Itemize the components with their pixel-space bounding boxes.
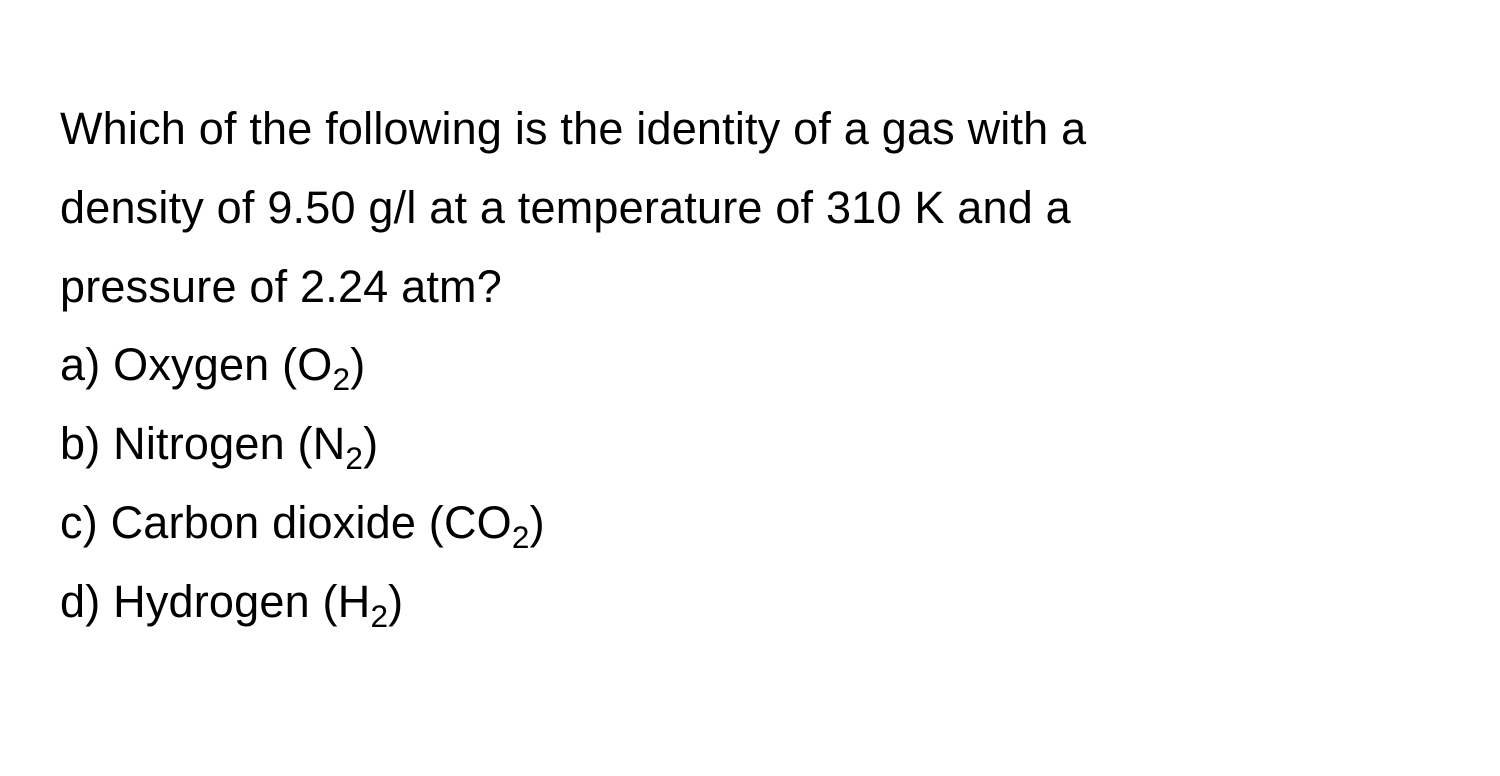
option-d-text: Hydrogen (H (113, 576, 370, 627)
question-line-1: Which of the following is the identity o… (60, 103, 1086, 154)
option-c-letter: c) (60, 497, 98, 548)
option-c-text: Carbon dioxide (CO (111, 497, 512, 548)
question-line-3: pressure of 2.24 atm? (60, 261, 502, 312)
option-a-letter: a) (60, 339, 100, 390)
option-c-close: ) (530, 497, 545, 548)
option-d-letter: d) (60, 576, 100, 627)
option-b-sub: 2 (345, 440, 363, 476)
option-c-sub: 2 (512, 519, 530, 555)
option-a-sub: 2 (333, 361, 351, 397)
option-a-close: ) (350, 339, 365, 390)
option-a: a) Oxygen (O2) (60, 326, 1440, 405)
answer-options: a) Oxygen (O2) b) Nitrogen (N2) c) Carbo… (60, 326, 1440, 641)
option-d: d) Hydrogen (H2) (60, 563, 1440, 642)
option-d-close: ) (388, 576, 403, 627)
option-b-text: Nitrogen (N (113, 418, 345, 469)
option-b-close: ) (363, 418, 378, 469)
question-line-2: density of 9.50 g/l at a temperature of … (60, 182, 1071, 233)
option-a-text: Oxygen (O (113, 339, 332, 390)
question-block: Which of the following is the identity o… (0, 0, 1500, 701)
option-d-sub: 2 (370, 598, 388, 634)
option-c: c) Carbon dioxide (CO2) (60, 484, 1440, 563)
option-b-letter: b) (60, 418, 100, 469)
option-b: b) Nitrogen (N2) (60, 405, 1440, 484)
question-text: Which of the following is the identity o… (60, 90, 1440, 326)
